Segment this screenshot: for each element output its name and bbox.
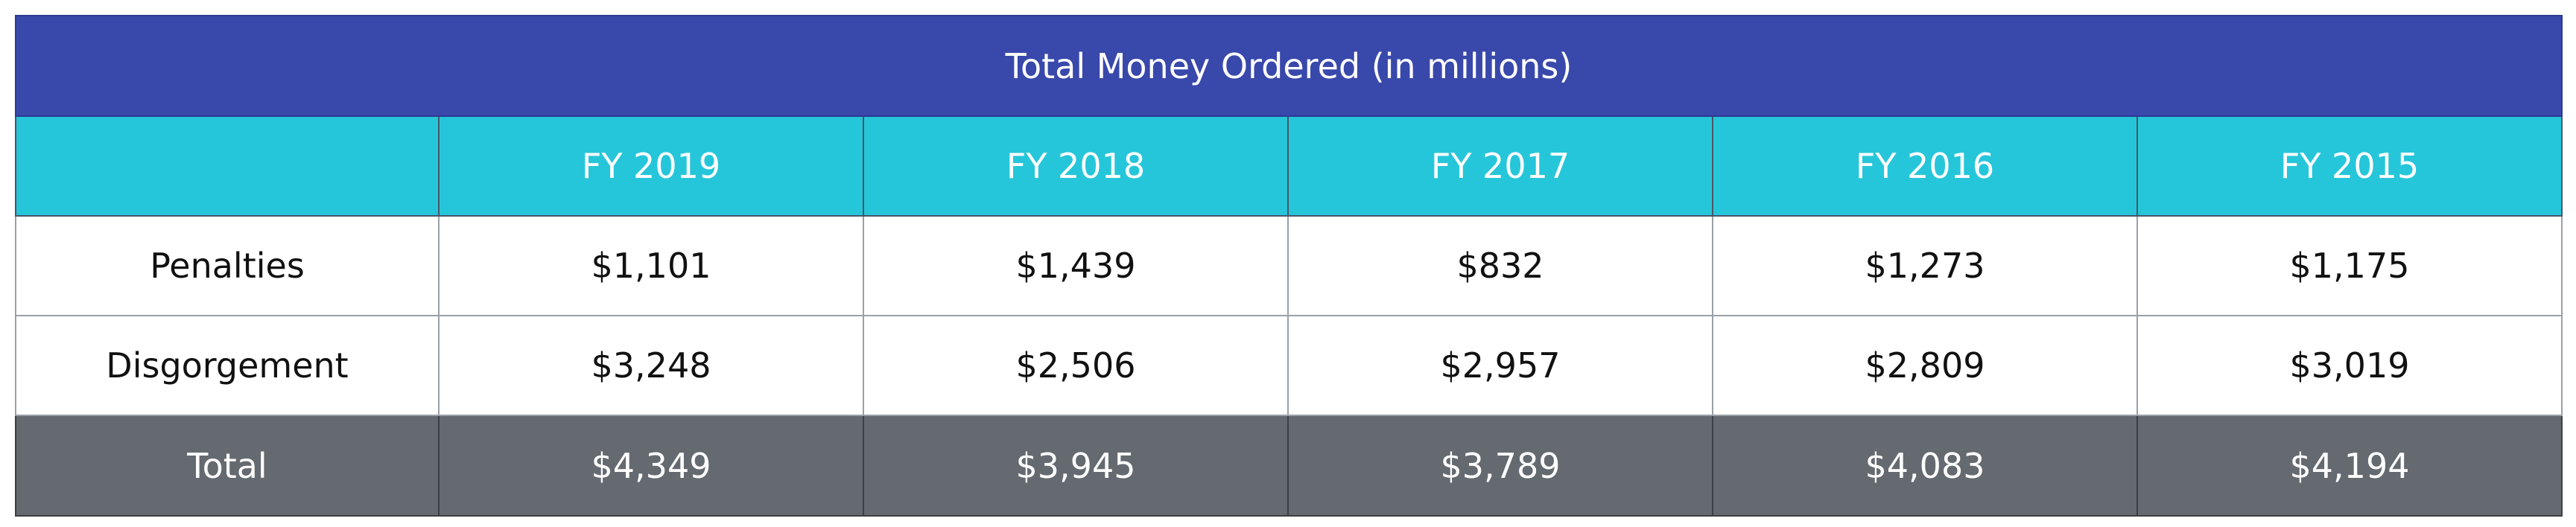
column-header-fy2016: FY 2016 [1712,115,2138,217]
header-corner-cell [15,115,440,217]
cell-total-fy2017: $3,789 [1287,415,1713,517]
cell-total-fy2019: $4,349 [438,415,864,517]
cell-penalties-fy2015: $1,175 [2136,215,2563,316]
cell-penalties-fy2017: $832 [1287,215,1713,316]
cell-total-fy2016: $4,083 [1712,415,2138,517]
table-row-penalties: Penalties $1,101 $1,439 $832 $1,273 $1,1… [15,215,2563,316]
row-label-total: Total [15,415,440,517]
cell-penalties-fy2019: $1,101 [438,215,864,316]
money-ordered-table: Total Money Ordered (in millions) FY 201… [14,15,2563,517]
table-row-total: Total $4,349 $3,945 $3,789 $4,083 $4,194 [15,415,2563,517]
cell-penalties-fy2016: $1,273 [1712,215,2138,316]
cell-disgorgement-fy2019: $3,248 [438,315,864,416]
cell-total-fy2015: $4,194 [2136,415,2563,517]
column-header-fy2019: FY 2019 [438,115,864,217]
cell-disgorgement-fy2017: $2,957 [1287,315,1713,416]
cell-disgorgement-fy2018: $2,506 [863,315,1289,416]
table-row-disgorgement: Disgorgement $3,248 $2,506 $2,957 $2,809… [15,315,2563,416]
header-row: FY 2019 FY 2018 FY 2017 FY 2016 FY 2015 [15,115,2563,217]
row-label-penalties: Penalties [15,215,440,316]
cell-penalties-fy2018: $1,439 [863,215,1289,316]
row-label-disgorgement: Disgorgement [15,315,440,416]
money-ordered-table-container: Total Money Ordered (in millions) FY 201… [14,15,2563,517]
title-row: Total Money Ordered (in millions) [14,15,2563,117]
cell-disgorgement-fy2016: $2,809 [1712,315,2138,416]
column-header-fy2017: FY 2017 [1287,115,1713,217]
cell-total-fy2018: $3,945 [863,415,1289,517]
table-title: Total Money Ordered (in millions) [14,15,2563,117]
column-header-fy2015: FY 2015 [2136,115,2563,217]
cell-disgorgement-fy2015: $3,019 [2136,315,2563,416]
column-header-fy2018: FY 2018 [863,115,1289,217]
